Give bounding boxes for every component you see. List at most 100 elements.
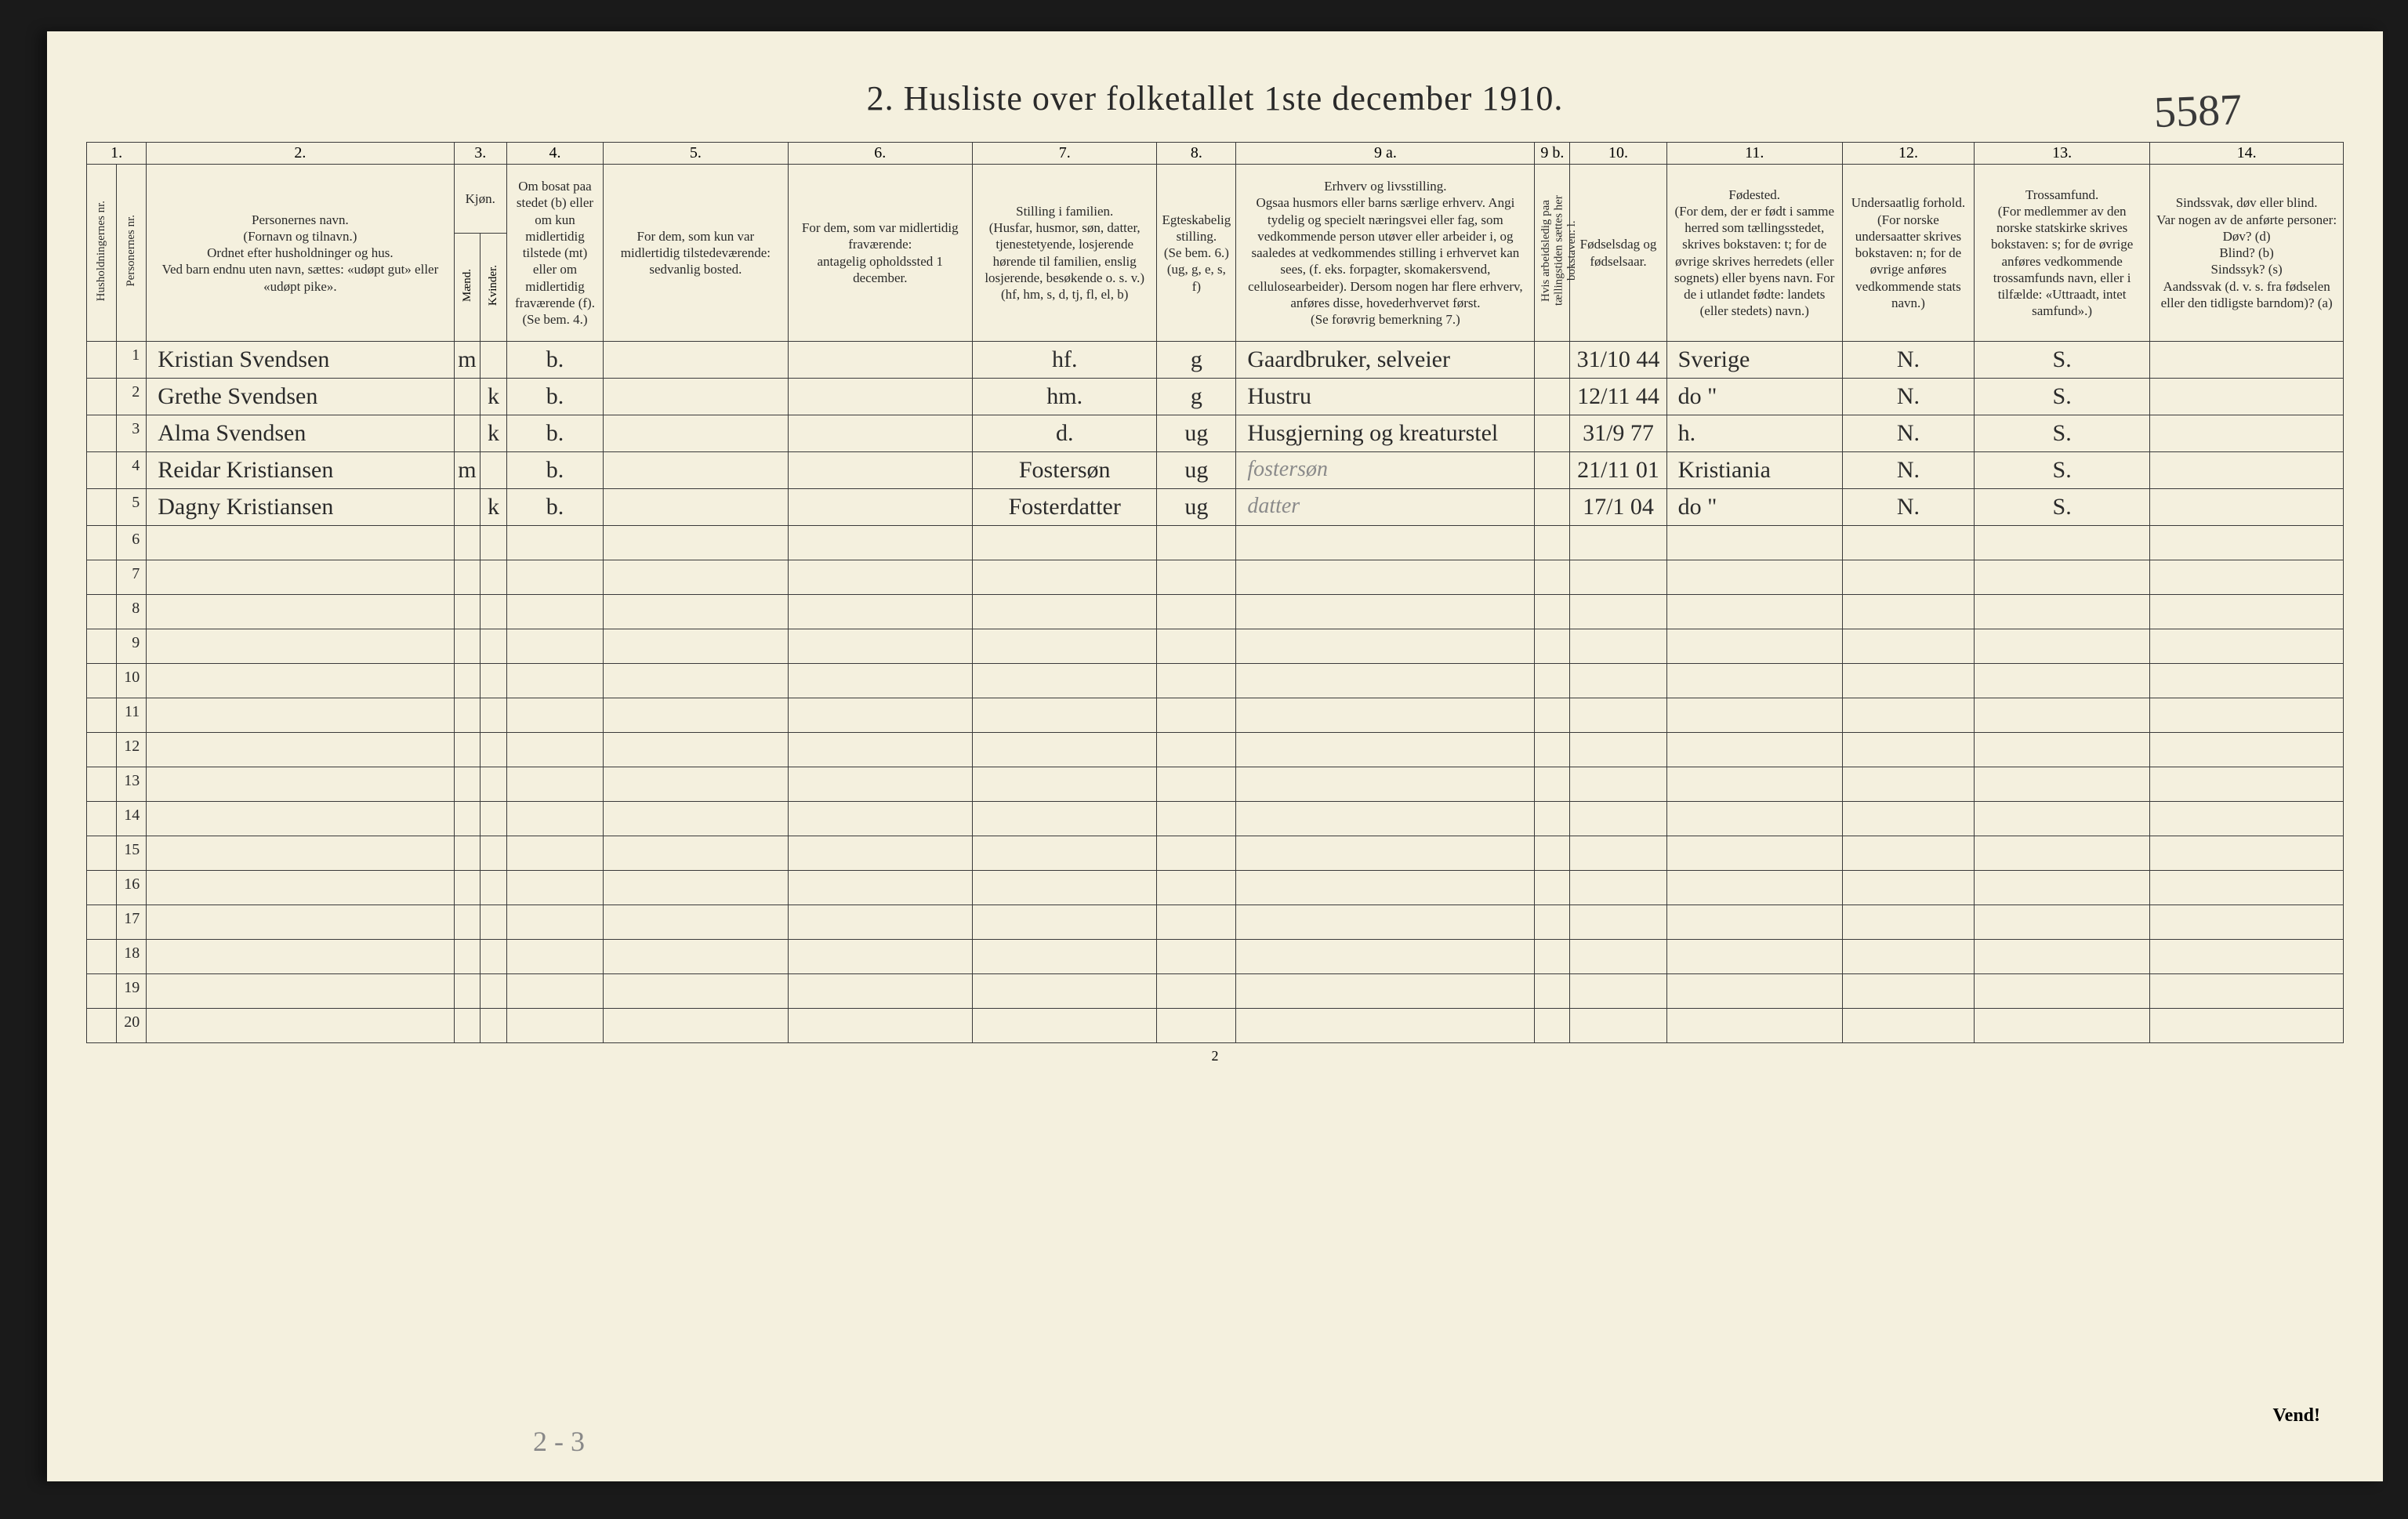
person-nr-cell: 12	[117, 733, 147, 767]
occupation-cell: Gaardbruker, selveier	[1236, 342, 1535, 379]
birthdate-cell	[1570, 1009, 1666, 1043]
marital-cell	[1157, 1009, 1236, 1043]
name-cell: Dagny Kristiansen	[147, 489, 454, 526]
marital-cell	[1157, 871, 1236, 905]
religion-cell	[1975, 560, 2150, 595]
name-cell: Reidar Kristiansen	[147, 452, 454, 489]
unemployed-cell	[1535, 489, 1570, 526]
household-nr-cell	[87, 871, 117, 905]
person-nr-cell: 2	[117, 379, 147, 415]
residence-cell	[506, 767, 603, 802]
temp-absent-cell	[788, 1009, 972, 1043]
header-unemployed: Hvis arbeidsledig paa tællingstiden sætt…	[1535, 165, 1570, 342]
marital-cell	[1157, 526, 1236, 560]
name-cell	[147, 629, 454, 664]
header-row: Husholdningernes nr. Personernes nr. Per…	[87, 165, 2344, 234]
temp-present-cell	[604, 489, 788, 526]
residence-cell	[506, 974, 603, 1009]
sex-k-cell	[481, 1009, 507, 1043]
name-cell	[147, 836, 454, 871]
person-nr-cell: 16	[117, 871, 147, 905]
sex-m-cell: m	[454, 342, 481, 379]
marital-cell	[1157, 698, 1236, 733]
birthdate-cell	[1570, 698, 1666, 733]
unemployed-cell	[1535, 974, 1570, 1009]
birthdate-cell	[1570, 595, 1666, 629]
unemployed-cell	[1535, 871, 1570, 905]
household-nr-cell	[87, 802, 117, 836]
birthdate-cell: 12/11 44	[1570, 379, 1666, 415]
marital-cell	[1157, 595, 1236, 629]
household-nr-cell	[87, 489, 117, 526]
person-nr-cell: 20	[117, 1009, 147, 1043]
table-row: 20	[87, 1009, 2344, 1043]
name-cell	[147, 974, 454, 1009]
person-nr-cell: 9	[117, 629, 147, 664]
temp-absent-cell	[788, 489, 972, 526]
name-cell	[147, 802, 454, 836]
nationality-cell	[1842, 940, 1974, 974]
birthplace-cell: h.	[1666, 415, 1842, 452]
nationality-cell	[1842, 733, 1974, 767]
person-nr-cell: 3	[117, 415, 147, 452]
residence-cell	[506, 664, 603, 698]
nationality-cell	[1842, 698, 1974, 733]
person-nr-cell: 17	[117, 905, 147, 940]
temp-absent-cell	[788, 415, 972, 452]
sex-m-cell	[454, 733, 481, 767]
unemployed-cell	[1535, 802, 1570, 836]
temp-absent-cell	[788, 905, 972, 940]
temp-present-cell	[604, 342, 788, 379]
residence-cell: b.	[506, 489, 603, 526]
table-row: 4Reidar Kristiansenmb.Fostersønugfosters…	[87, 452, 2344, 489]
temp-present-cell	[604, 871, 788, 905]
temp-present-cell	[604, 415, 788, 452]
document-page: 5587 2. Husliste over folketallet 1ste d…	[47, 31, 2383, 1481]
table-row: 18	[87, 940, 2344, 974]
family-cell	[973, 767, 1157, 802]
disability-cell	[2150, 767, 2344, 802]
table-row: 13	[87, 767, 2344, 802]
residence-cell	[506, 1009, 603, 1043]
religion-cell	[1975, 595, 2150, 629]
temp-absent-cell	[788, 342, 972, 379]
birthplace-cell	[1666, 1009, 1842, 1043]
colnum-3: 3.	[454, 143, 506, 165]
sex-k-cell	[481, 802, 507, 836]
table-row: 15	[87, 836, 2344, 871]
colnum-11: 11.	[1666, 143, 1842, 165]
family-cell	[973, 698, 1157, 733]
residence-cell	[506, 802, 603, 836]
occupation-cell	[1236, 802, 1535, 836]
occupation-cell	[1236, 595, 1535, 629]
household-nr-cell	[87, 767, 117, 802]
occupation-cell	[1236, 560, 1535, 595]
residence-cell	[506, 940, 603, 974]
birthdate-cell	[1570, 974, 1666, 1009]
nationality-cell	[1842, 560, 1974, 595]
family-cell	[973, 802, 1157, 836]
nationality-cell	[1842, 802, 1974, 836]
vend-label: Vend!	[2273, 1405, 2320, 1427]
sex-k-cell	[481, 560, 507, 595]
family-cell	[973, 871, 1157, 905]
header-family-position: Stilling i familien. (Husfar, husmor, sø…	[973, 165, 1157, 342]
nationality-cell: N.	[1842, 379, 1974, 415]
temp-absent-cell	[788, 560, 972, 595]
header-household-nr: Husholdningernes nr.	[87, 165, 117, 342]
occupation-cell	[1236, 733, 1535, 767]
household-nr-cell	[87, 905, 117, 940]
household-nr-cell	[87, 560, 117, 595]
header-sex: Kjøn.	[454, 165, 506, 234]
nationality-cell	[1842, 871, 1974, 905]
religion-cell	[1975, 871, 2150, 905]
name-cell	[147, 664, 454, 698]
sex-m-cell	[454, 836, 481, 871]
occupation-cell: datter	[1236, 489, 1535, 526]
name-cell: Kristian Svendsen	[147, 342, 454, 379]
sex-m-cell	[454, 664, 481, 698]
birthdate-cell	[1570, 629, 1666, 664]
disability-cell	[2150, 452, 2344, 489]
birthplace-cell	[1666, 940, 1842, 974]
unemployed-cell	[1535, 836, 1570, 871]
